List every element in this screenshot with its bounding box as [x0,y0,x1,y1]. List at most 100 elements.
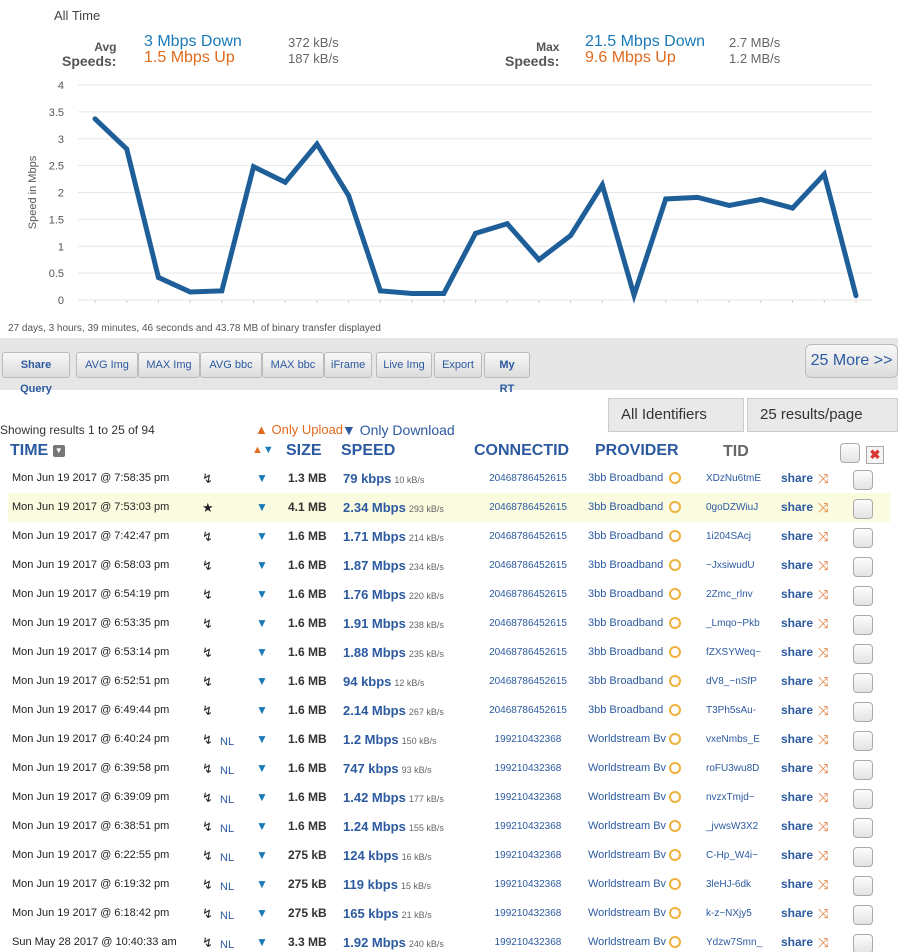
data-point[interactable] [409,291,415,297]
result-connectid[interactable]: 199210432368 [494,821,562,832]
live-img-button[interactable]: Live Img [376,352,432,378]
share-link[interactable]: share [781,471,814,485]
result-time[interactable]: Mon Jun 19 2017 @ 6:54:19 pm [12,588,170,600]
result-tid[interactable]: T3Ph5sAu- [706,705,757,716]
result-time[interactable]: Mon Jun 19 2017 @ 6:19:32 pm [12,878,170,890]
result-connectid[interactable]: 20468786452615 [489,473,567,484]
result-connectid[interactable]: 199210432368 [494,850,562,861]
result-time[interactable]: Mon Jun 19 2017 @ 6:39:09 pm [12,791,170,803]
result-time[interactable]: Sun May 28 2017 @ 10:40:33 am [12,936,177,948]
clock-icon[interactable] [669,849,681,861]
result-tid[interactable]: ~JxsiwudU [706,560,755,571]
results-per-page-select[interactable]: 25 results/page [747,398,898,432]
data-point[interactable] [504,221,510,227]
result-provider[interactable]: 3bb Broadband [588,646,664,658]
result-time[interactable]: Mon Jun 19 2017 @ 6:39:58 pm [12,762,170,774]
share-link[interactable]: share [781,616,814,630]
result-provider[interactable]: Worldstream Bv [588,878,667,890]
result-connectid[interactable]: 20468786452615 [489,589,567,600]
row-checkbox[interactable] [853,847,873,867]
result-provider[interactable]: 3bb Broadband [588,472,664,484]
iframe-button[interactable]: iFrame [324,352,372,378]
delete-icon[interactable]: ✖ [866,446,884,464]
row-checkbox[interactable] [853,818,873,838]
data-point[interactable] [473,230,478,236]
share-icon[interactable]: ⤨ [818,819,829,834]
result-provider[interactable]: Worldstream Bv [588,791,667,803]
sort-direction-icons[interactable]: ▲▼ [252,444,274,468]
result-connectid[interactable]: 199210432368 [494,879,562,890]
clock-icon[interactable] [669,791,681,803]
result-tid[interactable]: XDzNu6tmE [706,473,762,484]
share-link[interactable]: share [781,558,814,572]
result-time[interactable]: Mon Jun 19 2017 @ 6:52:51 pm [12,675,170,687]
data-point[interactable] [346,193,352,199]
result-provider[interactable]: 3bb Broadband [588,588,664,600]
header-time[interactable]: TIME ▼ [10,442,65,466]
result-provider[interactable]: 3bb Broadband [588,559,664,571]
data-point[interactable] [821,171,827,177]
share-icon[interactable]: ⤨ [818,558,829,573]
data-point[interactable] [663,196,669,202]
share-link[interactable]: share [781,732,814,746]
result-tid[interactable]: roFU3wu8D [706,763,760,774]
row-checkbox[interactable] [853,499,873,519]
share-link[interactable]: share [781,703,814,717]
only-upload-filter[interactable]: ▲ Only Upload [255,422,344,437]
share-icon[interactable]: ⤨ [818,906,829,921]
row-checkbox[interactable] [853,905,873,925]
result-time[interactable]: Mon Jun 19 2017 @ 6:53:35 pm [12,617,170,629]
row-checkbox[interactable] [853,760,873,780]
share-query-button[interactable]: Share Query [2,352,70,395]
data-point[interactable] [377,288,383,294]
data-point[interactable] [251,164,257,170]
share-icon[interactable]: ⤨ [818,587,829,602]
clock-icon[interactable] [669,617,681,629]
share-link[interactable]: share [781,761,814,775]
row-checkbox[interactable] [853,934,873,952]
share-icon[interactable]: ⤨ [818,616,829,631]
share-icon[interactable]: ⤨ [818,674,829,689]
clock-icon[interactable] [669,820,681,832]
result-tid[interactable]: 2Zmc_rlnv [706,589,753,600]
data-point[interactable] [314,141,320,147]
result-provider[interactable]: Worldstream Bv [588,820,667,832]
result-provider[interactable]: 3bb Broadband [588,675,664,687]
clock-icon[interactable] [669,588,681,600]
max-bbc-button[interactable]: MAX bbc [262,352,324,378]
result-provider[interactable]: 3bb Broadband [588,704,664,716]
data-point[interactable] [599,182,605,188]
share-icon[interactable]: ⤨ [818,645,829,660]
result-connectid[interactable]: 20468786452615 [489,560,567,571]
row-checkbox[interactable] [853,528,873,548]
avg-bbc-button[interactable]: AVG bbc [200,352,262,378]
result-time[interactable]: Mon Jun 19 2017 @ 6:22:55 pm [12,849,170,861]
result-time[interactable]: Mon Jun 19 2017 @ 6:53:14 pm [12,646,170,658]
share-link[interactable]: share [781,935,814,949]
share-icon[interactable]: ⤨ [818,877,829,892]
result-connectid[interactable]: 199210432368 [494,734,562,745]
result-provider[interactable]: 3bb Broadband [588,530,664,542]
share-link[interactable]: share [781,645,814,659]
clock-icon[interactable] [669,472,681,484]
max-img-button[interactable]: MAX Img [138,352,200,378]
header-speed[interactable]: SPEED [341,442,396,459]
data-point[interactable] [282,179,288,185]
clock-icon[interactable] [669,878,681,890]
result-connectid[interactable]: 20468786452615 [489,705,567,716]
result-provider[interactable]: Worldstream Bv [588,733,667,745]
avg-img-button[interactable]: AVG Img [76,352,138,378]
share-icon[interactable]: ⤨ [818,790,829,805]
share-link[interactable]: share [781,906,814,920]
share-link[interactable]: share [781,587,814,601]
row-checkbox[interactable] [853,644,873,664]
result-tid[interactable]: 3leHJ-6dk [706,879,752,890]
result-provider[interactable]: 3bb Broadband [588,617,664,629]
row-checkbox[interactable] [853,586,873,606]
share-link[interactable]: share [781,877,814,891]
result-time[interactable]: Mon Jun 19 2017 @ 7:58:35 pm [12,472,170,484]
result-tid[interactable]: nvzxTmjd~ [706,792,755,803]
result-provider[interactable]: Worldstream Bv [588,849,667,861]
data-point[interactable] [219,288,225,294]
share-icon[interactable]: ⤨ [818,935,829,950]
